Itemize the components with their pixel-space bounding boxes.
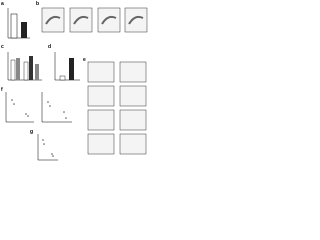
axis: [41, 92, 72, 123]
page: a b c d e f g: [0, 0, 150, 177]
dot: [52, 155, 54, 157]
dot: [27, 115, 29, 117]
panel-label: a: [1, 1, 4, 7]
dot: [42, 139, 44, 141]
panel-label: d: [48, 44, 51, 50]
dot: [25, 113, 27, 115]
panel-label: f: [1, 87, 3, 93]
flow-plot: [97, 7, 121, 33]
flow-plot: [87, 85, 115, 107]
flow-plot: [124, 7, 148, 33]
flow-plot: [119, 133, 147, 155]
bar: [29, 56, 33, 80]
flow-plot: [69, 7, 93, 33]
dot: [49, 105, 51, 107]
flow-plot: [87, 133, 115, 155]
dot: [51, 153, 53, 155]
bar: [59, 75, 66, 81]
panel-g-plot: [37, 134, 58, 161]
bar: [21, 22, 27, 38]
panel-e-plots: [87, 61, 147, 155]
bar: [16, 58, 20, 80]
panel-label: g: [30, 129, 33, 135]
bar: [10, 13, 18, 39]
cell-cloud: [45, 15, 144, 25]
axis: [5, 92, 34, 123]
panel-f-plots: [5, 92, 72, 123]
flow-plot: [119, 85, 147, 107]
panel-label: c: [1, 44, 4, 50]
bar: [23, 61, 29, 81]
panel-c-plot: [7, 52, 42, 81]
dot: [65, 117, 67, 119]
panel-d-plot: [54, 52, 80, 81]
axis: [37, 134, 58, 161]
bar: [10, 59, 16, 81]
dot: [63, 111, 65, 113]
dot: [47, 101, 49, 103]
panel-b-plots: [41, 7, 148, 33]
flow-plot: [119, 109, 147, 131]
panel-label: e: [83, 57, 86, 63]
flow-plot: [87, 109, 115, 131]
flow-plot: [87, 61, 115, 83]
dot: [11, 99, 13, 101]
bar: [69, 58, 74, 80]
axis: [54, 52, 80, 81]
dot: [13, 103, 15, 105]
figure: a b c d e f g: [1, 1, 148, 161]
panel-a-plot: [7, 8, 30, 39]
panel-label: b: [36, 1, 39, 7]
flow-plot: [119, 61, 147, 83]
flow-plot: [41, 7, 65, 33]
dot: [43, 143, 45, 145]
bar: [35, 64, 39, 80]
